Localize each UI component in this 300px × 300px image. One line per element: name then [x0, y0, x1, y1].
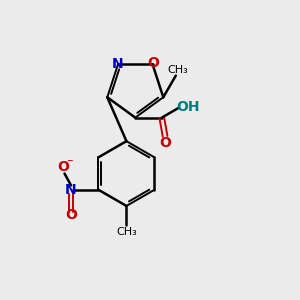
Text: OH: OH [176, 100, 200, 114]
Text: N: N [65, 183, 77, 197]
Text: ⁻: ⁻ [66, 157, 73, 170]
Text: O: O [148, 56, 159, 70]
Text: O: O [65, 208, 77, 222]
Text: N: N [111, 57, 123, 71]
Text: O: O [159, 136, 171, 150]
Text: CH₃: CH₃ [116, 226, 137, 237]
Text: CH₃: CH₃ [167, 65, 188, 75]
Text: O: O [57, 160, 69, 174]
